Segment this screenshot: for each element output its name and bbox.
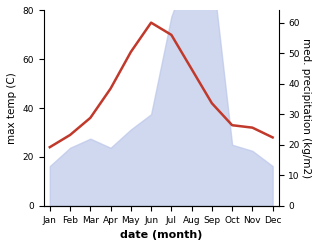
X-axis label: date (month): date (month) xyxy=(120,230,203,240)
Y-axis label: max temp (C): max temp (C) xyxy=(7,72,17,144)
Y-axis label: med. precipitation (kg/m2): med. precipitation (kg/m2) xyxy=(301,38,311,178)
